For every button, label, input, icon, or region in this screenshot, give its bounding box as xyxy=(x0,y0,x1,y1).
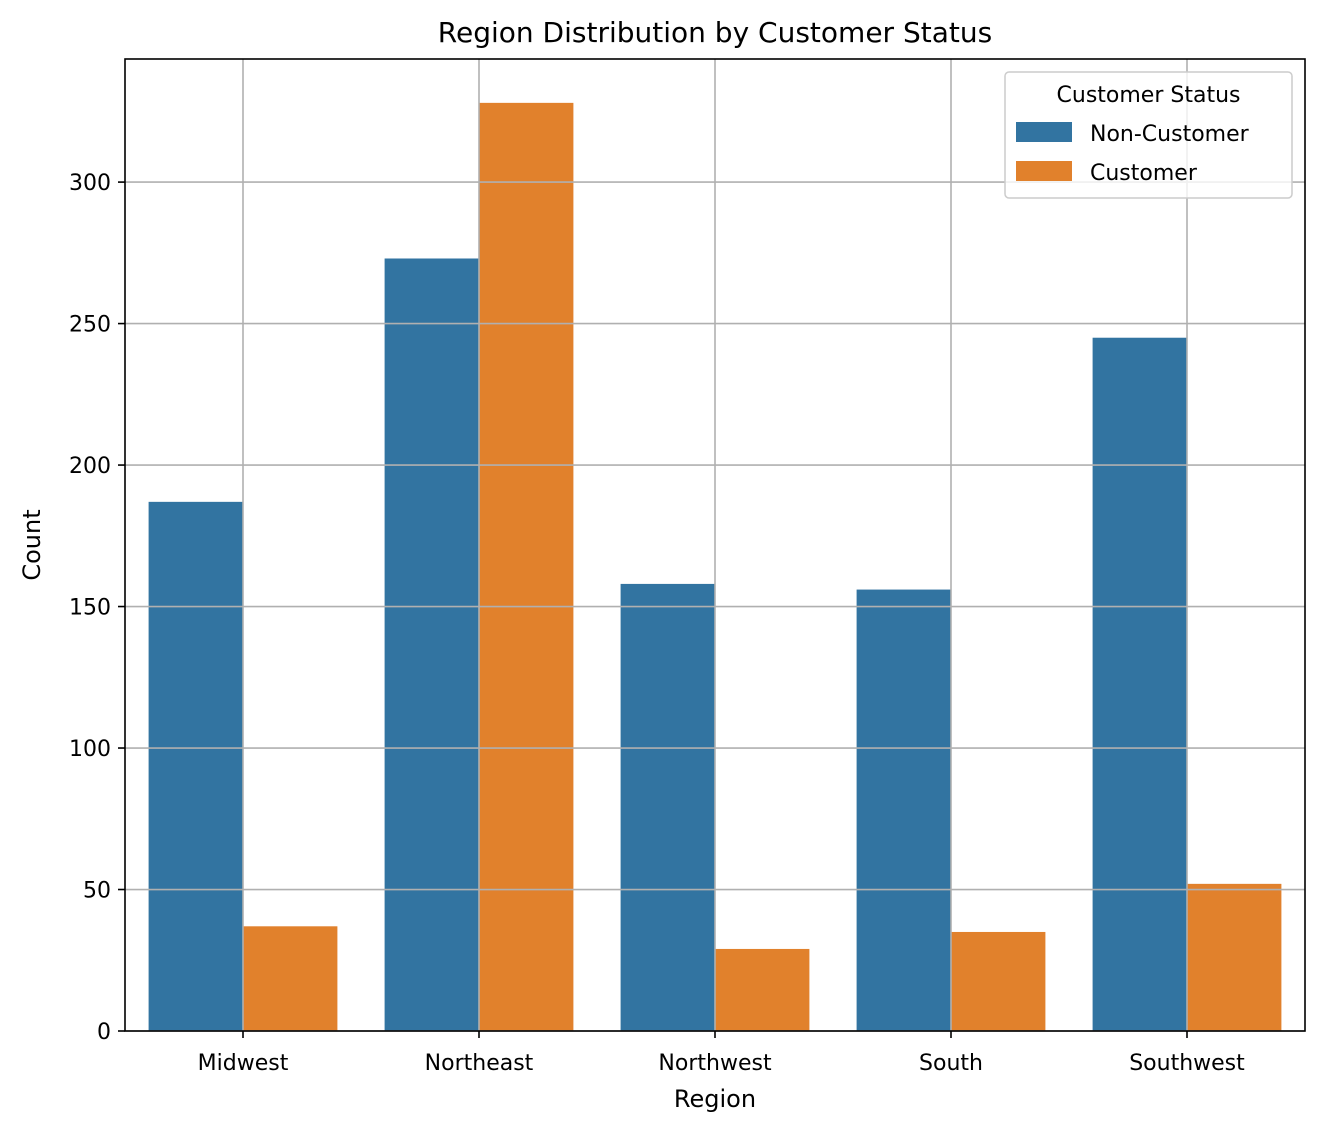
legend-entry-label: Customer xyxy=(1090,161,1198,186)
bar-non-customer-south xyxy=(856,589,951,1031)
y-axis-label: Count xyxy=(18,509,46,580)
legend-swatch xyxy=(1016,161,1072,181)
x-axis-label: Region xyxy=(674,1085,756,1113)
y-tick-label: 50 xyxy=(83,879,111,904)
ticks-layer: 0 50 100 150 200 250 300 Midwest Northeast Northw… xyxy=(69,171,1245,1076)
y-tick-label: 100 xyxy=(69,737,111,762)
y-tick-label: 300 xyxy=(69,171,111,196)
legend-box xyxy=(1004,71,1293,199)
bar-customer-south xyxy=(951,931,1046,1031)
chart-title: Region Distribution by Customer Status xyxy=(438,16,992,49)
y-tick-label: 200 xyxy=(69,454,111,479)
x-tick-label: Southwest xyxy=(1129,1051,1245,1076)
bar-non-customer-northwest xyxy=(620,583,715,1031)
legend-items: Non-Customer Customer xyxy=(1016,122,1250,186)
x-tick-label: Northeast xyxy=(425,1051,534,1076)
y-tick-label: 0 xyxy=(97,1020,111,1045)
y-tick-label: 250 xyxy=(69,313,111,338)
bars-layer xyxy=(148,102,1282,1032)
legend-entry-label: Non-Customer xyxy=(1090,122,1250,147)
bar-non-customer-southwest xyxy=(1092,337,1187,1032)
legend-title: Customer Status xyxy=(1057,83,1241,108)
x-tick-label: Northwest xyxy=(658,1051,772,1076)
bar-customer-northeast xyxy=(479,102,574,1032)
bar-customer-northwest xyxy=(715,948,810,1031)
bar-non-customer-midwest xyxy=(148,501,243,1031)
x-tick-label: South xyxy=(919,1051,983,1076)
bar-customer-southwest xyxy=(1187,883,1282,1031)
legend: Customer Status Non-Customer Customer xyxy=(1004,71,1293,199)
bar-customer-midwest xyxy=(243,926,338,1031)
y-tick-label: 150 xyxy=(69,596,111,621)
bar-non-customer-northeast xyxy=(384,258,479,1032)
x-tick-label: Midwest xyxy=(198,1051,289,1076)
legend-swatch xyxy=(1016,122,1072,142)
